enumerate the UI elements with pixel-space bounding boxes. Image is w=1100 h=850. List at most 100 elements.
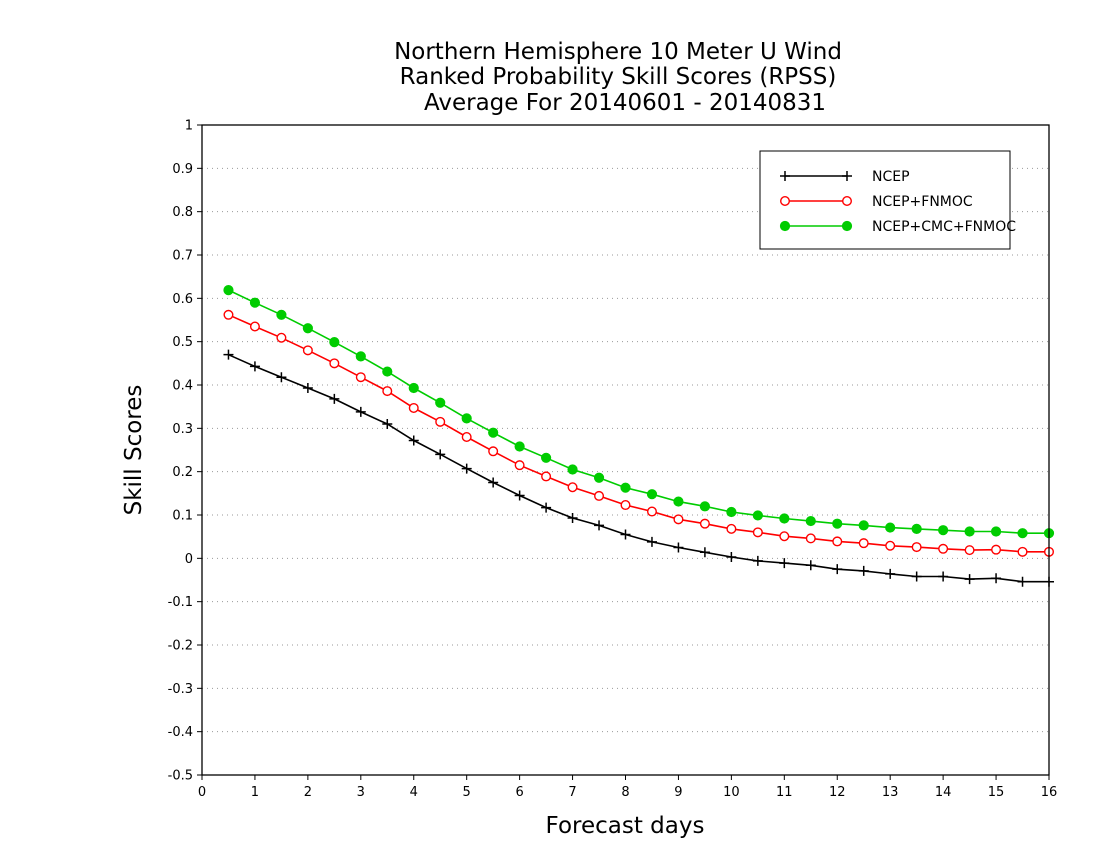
series-layer (223, 285, 1055, 587)
x-tick-label: 6 (515, 785, 523, 800)
data-point-ncep (964, 574, 975, 585)
data-point-ncep-cmc-fnmoc (329, 337, 340, 348)
legend-label-ncep-cmc-fnmoc: NCEP+CMC+FNMOC (872, 219, 1016, 235)
y-tick-label: 0 (185, 552, 193, 567)
y-tick-label: -0.5 (168, 769, 193, 784)
data-point-ncep-fnmoc (249, 321, 260, 332)
data-point-ncep-cmc-fnmoc (726, 506, 737, 518)
data-point-ncep-fnmoc (276, 332, 287, 343)
y-tick-label: 0.3 (172, 422, 193, 437)
data-point-ncep (567, 513, 578, 524)
data-point-ncep-fnmoc (964, 545, 975, 556)
data-point-ncep-cmc-fnmoc (885, 522, 896, 533)
y-tick-label: 0.7 (172, 249, 193, 264)
data-point-ncep-cmc-fnmoc (382, 366, 393, 377)
series-line-ncep-fnmoc (228, 314, 1049, 553)
series-ncep-fnmoc (223, 309, 1054, 557)
data-point-ncep-fnmoc (567, 482, 578, 493)
x-tick-label: 3 (357, 785, 365, 800)
x-tick-label: 16 (1041, 785, 1058, 800)
legend-swatch-marker (841, 220, 853, 232)
legend: NCEP NCEP+FNMOC NCEP+CMC+FNMOC (759, 150, 1016, 250)
data-point-ncep-cmc-fnmoc (488, 427, 499, 438)
y-tick-label: 0.8 (172, 205, 193, 220)
data-point-ncep-fnmoc (514, 460, 525, 471)
data-point-ncep (1017, 576, 1028, 587)
chart-title-line-2: Ranked Probability Skill Scores (RPSS) (400, 64, 837, 90)
series-ncep (223, 349, 1054, 587)
data-point-ncep (885, 568, 896, 579)
x-tick-label: 9 (674, 785, 682, 800)
data-point-ncep (673, 542, 684, 553)
data-point-ncep-cmc-fnmoc (938, 525, 949, 536)
data-point-ncep-fnmoc (832, 536, 843, 547)
data-point-ncep (911, 571, 922, 582)
data-point-ncep-fnmoc (752, 527, 763, 538)
chart-title-line-1: Northern Hemisphere 10 Meter U Wind (394, 39, 842, 65)
data-point-ncep-cmc-fnmoc (699, 501, 711, 512)
legend-box (759, 150, 1011, 250)
data-point-ncep (991, 573, 1002, 584)
data-point-ncep (382, 419, 393, 429)
data-point-ncep-cmc-fnmoc (276, 309, 287, 320)
y-tick-label: -0.4 (168, 725, 193, 740)
data-point-ncep-cmc-fnmoc (911, 523, 922, 534)
data-point-ncep-fnmoc (355, 372, 366, 383)
data-point-ncep-cmc-fnmoc (249, 297, 261, 308)
y-tick-label: 1 (185, 119, 193, 134)
data-point-ncep (858, 565, 869, 576)
chart-title-line-3: Average For 20140601 - 20140831 (424, 90, 826, 116)
legend-item-ncep-fnmoc: NCEP+FNMOC (780, 194, 973, 210)
y-tick-label: 0.9 (172, 162, 193, 177)
data-point-ncep (514, 490, 525, 501)
data-point-ncep-cmc-fnmoc (832, 518, 843, 529)
legend-swatch-marker (842, 195, 853, 206)
data-point-ncep-cmc-fnmoc (408, 382, 419, 394)
data-point-ncep-fnmoc (938, 543, 949, 554)
data-point-ncep-cmc-fnmoc (1017, 528, 1028, 539)
data-point-ncep (938, 571, 949, 582)
data-point-ncep (249, 361, 260, 372)
data-point-ncep-cmc-fnmoc (461, 413, 472, 424)
data-point-ncep (276, 372, 287, 383)
gridlines (202, 167, 1049, 733)
data-point-ncep-fnmoc (541, 471, 552, 482)
legend-item-ncep: NCEP (780, 169, 910, 185)
legend-label-ncep: NCEP (872, 169, 910, 185)
data-point-ncep (620, 529, 631, 540)
x-tick-label: 2 (304, 785, 312, 800)
data-point-ncep-fnmoc (911, 542, 922, 553)
y-tick-label: 0.5 (172, 335, 193, 350)
data-point-ncep-fnmoc (594, 490, 605, 501)
data-point-ncep-fnmoc (779, 531, 790, 542)
data-point-ncep (355, 406, 366, 417)
data-point-ncep (726, 552, 737, 563)
data-point-ncep-fnmoc (726, 523, 737, 534)
x-tick-label: 10 (723, 785, 740, 800)
data-point-ncep-fnmoc (488, 446, 499, 457)
data-point-ncep-fnmoc (991, 544, 1002, 555)
data-point-ncep (302, 383, 313, 394)
data-point-ncep-cmc-fnmoc (673, 496, 684, 507)
data-point-ncep-cmc-fnmoc (223, 285, 234, 296)
data-point-ncep-fnmoc (461, 432, 472, 443)
data-point-ncep (779, 558, 790, 569)
data-point-ncep (541, 502, 552, 513)
x-tick-label: 11 (776, 785, 793, 800)
data-point-ncep (805, 560, 816, 571)
data-point-ncep-fnmoc (673, 514, 684, 525)
legend-item-ncep-cmc-fnmoc: NCEP+CMC+FNMOC (779, 219, 1016, 235)
series-line-ncep-cmc-fnmoc (228, 289, 1049, 535)
x-tick-label: 0 (198, 785, 206, 800)
y-tick-label: -0.3 (168, 682, 193, 697)
y-tick-label: 0.1 (172, 509, 193, 524)
data-point-ncep (408, 435, 419, 446)
data-point-ncep (646, 536, 657, 547)
legend-swatch-marker (779, 220, 791, 232)
legend-label-ncep-fnmoc: NCEP+FNMOC (872, 194, 973, 210)
data-point-ncep (488, 477, 499, 488)
legend-items: NCEP NCEP+FNMOC NCEP+CMC+FNMOC (779, 169, 1016, 235)
data-point-ncep-fnmoc (646, 506, 657, 517)
data-point-ncep-fnmoc (805, 533, 816, 544)
data-point-ncep-cmc-fnmoc (646, 489, 658, 500)
